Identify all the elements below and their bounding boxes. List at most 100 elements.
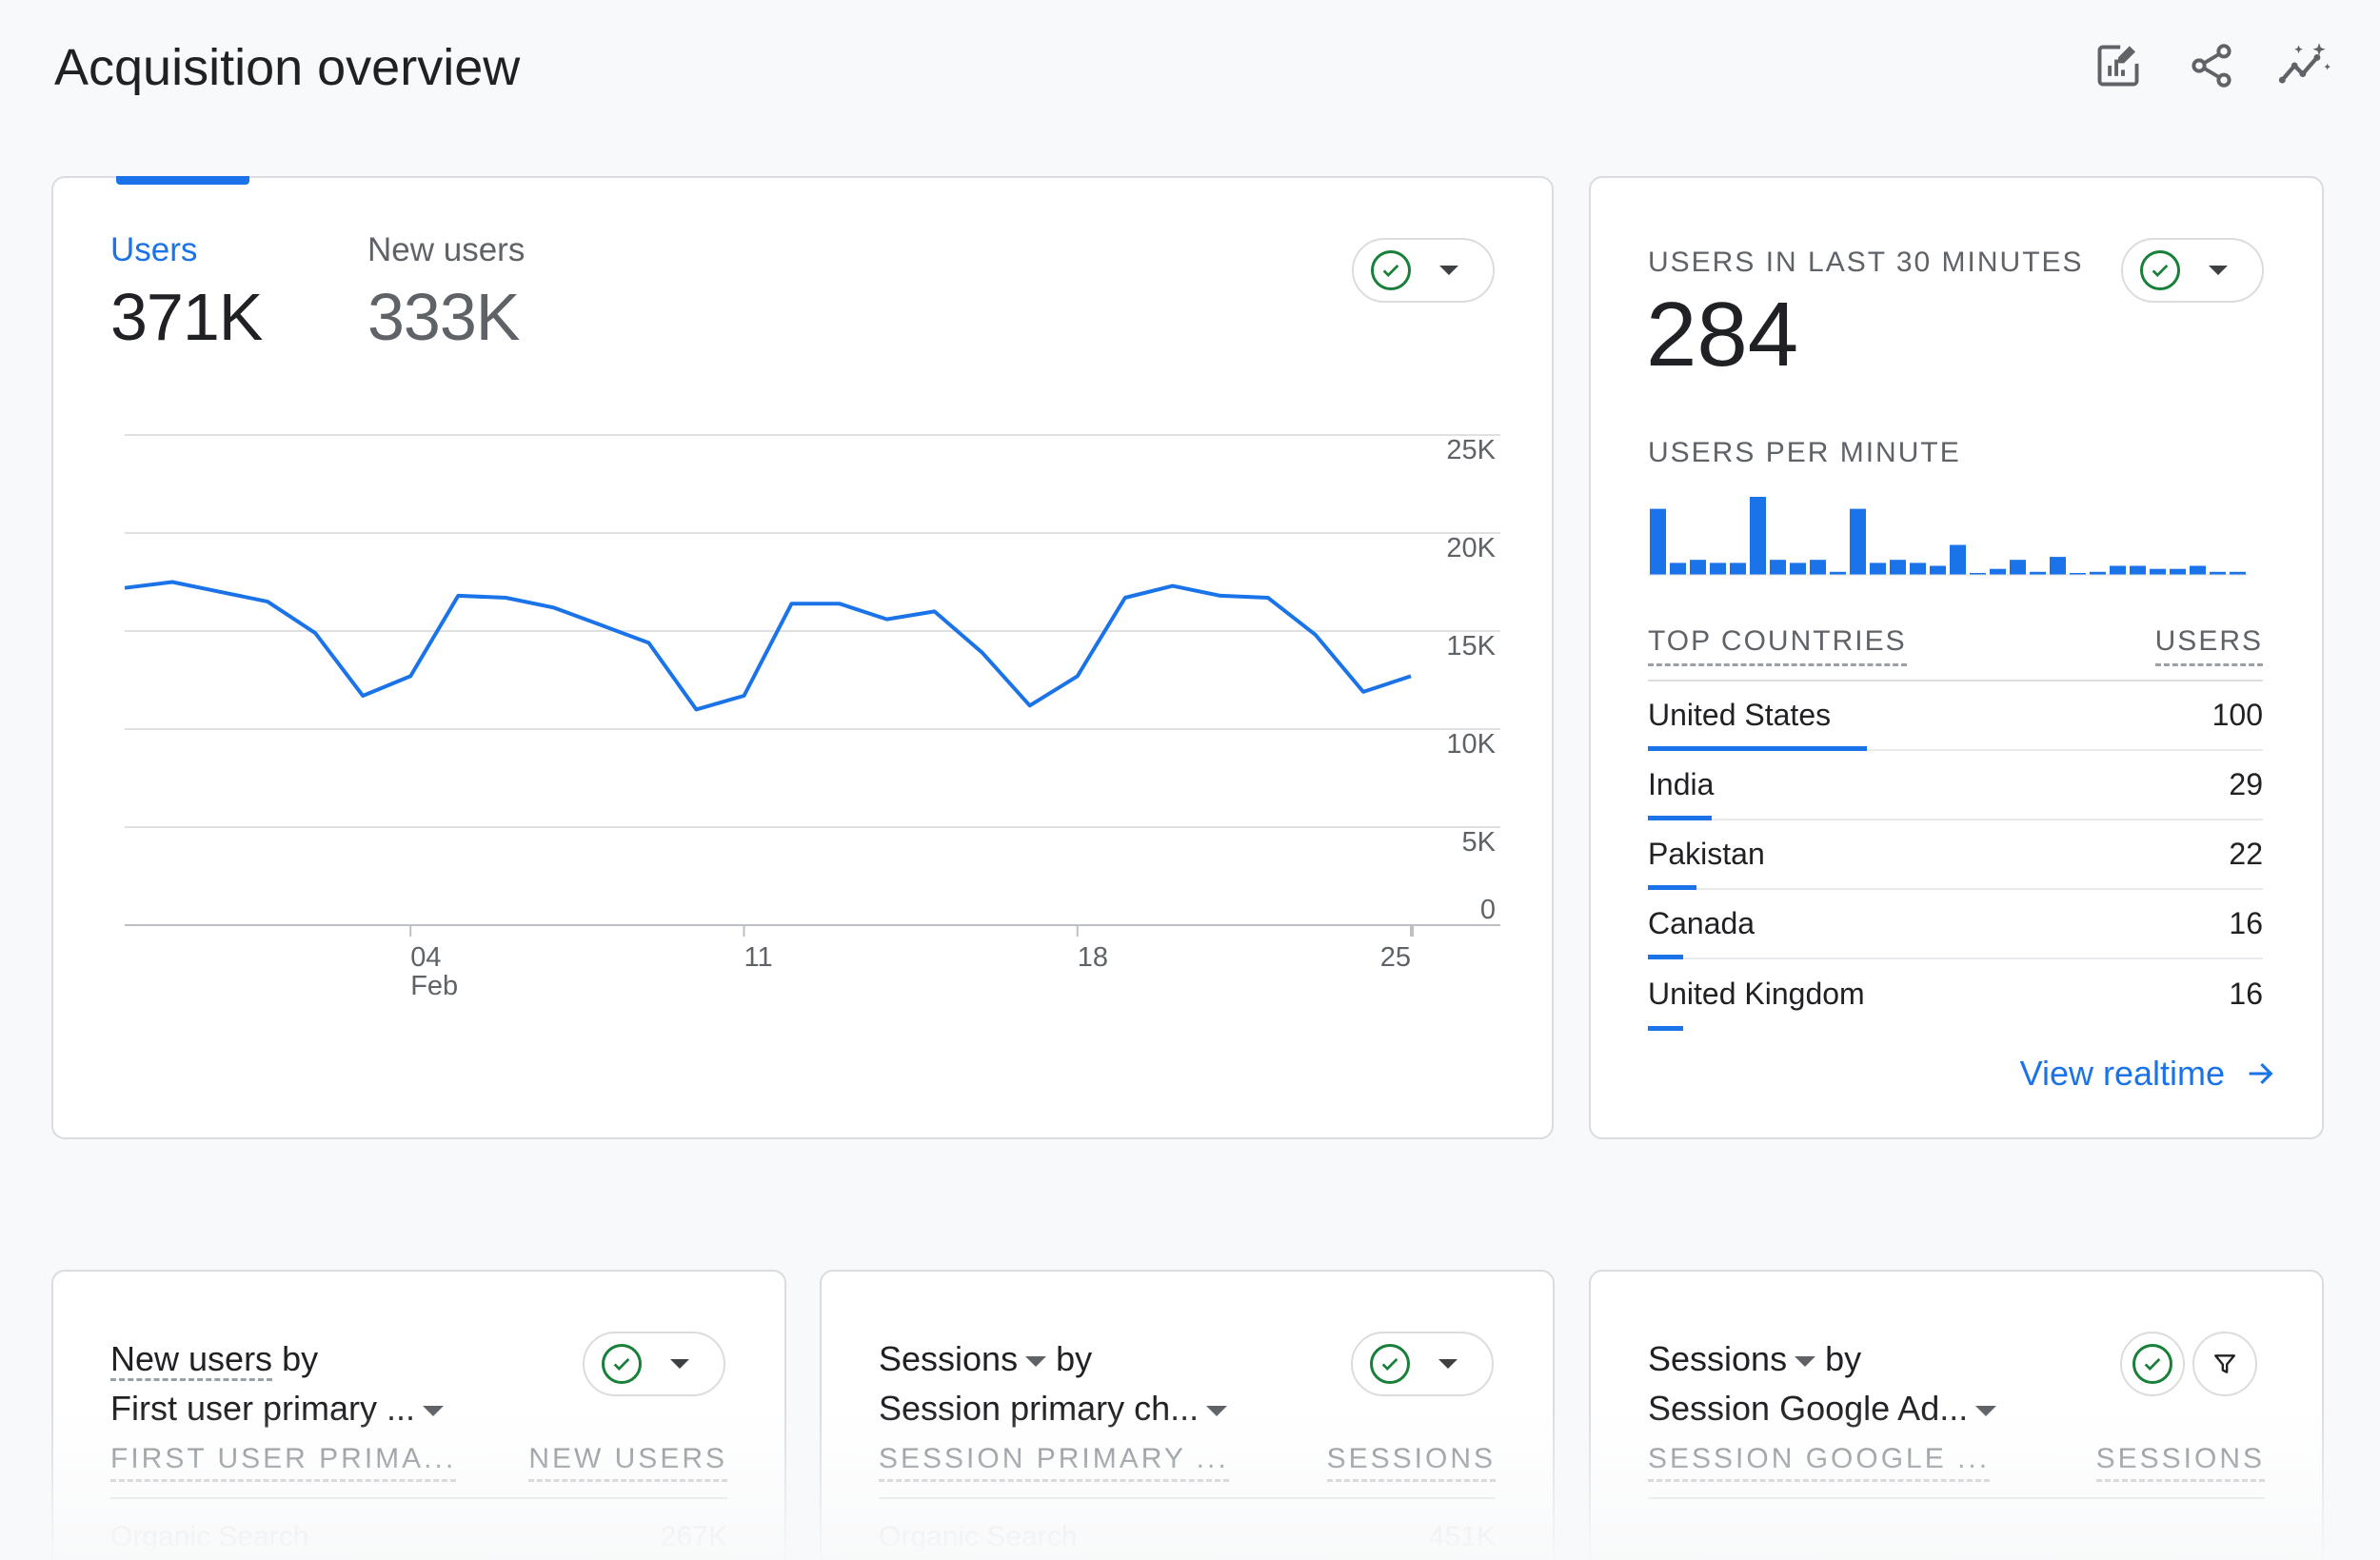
country-row[interactable]: Canada 16 — [1648, 890, 2263, 959]
row-value: 267K — [660, 1521, 727, 1552]
per-minute-heading: USERS PER MINUTE — [1648, 437, 1961, 468]
tab-new-users[interactable]: New users 333K — [367, 231, 525, 355]
column-header-country[interactable]: TOP COUNTRIES — [1648, 625, 1907, 666]
users-chart-card: Users 371K New users 333K 25K 20K 15K 10K 5K… — [51, 176, 1554, 1139]
table-header: SESSION GOOGLE ... SESSIONS — [1648, 1443, 2265, 1499]
country-name: Canada — [1648, 906, 1755, 940]
country-row[interactable]: Pakistan 22 — [1648, 820, 2263, 890]
card-options-menu[interactable] — [2121, 238, 2264, 303]
card-title: Sessions by Session Google Ad... — [1648, 1334, 1997, 1433]
metric-selector[interactable]: Sessions — [879, 1339, 1047, 1378]
minute-bar — [2050, 557, 2066, 575]
check-icon — [602, 1344, 642, 1384]
chevron-down-icon — [423, 1405, 445, 1416]
minute-bar — [2170, 568, 2186, 575]
row-value: 451K — [1428, 1521, 1496, 1552]
column-header-metric[interactable]: SESSIONS — [1326, 1443, 1496, 1482]
minute-bar — [2010, 560, 2026, 575]
customize-report-icon[interactable] — [2091, 38, 2146, 93]
check-button[interactable] — [2120, 1332, 2185, 1396]
tab-users[interactable]: Users 371K — [110, 231, 263, 355]
country-name: United Kingdom — [1648, 977, 1865, 1011]
minute-bar — [1770, 560, 1786, 575]
table-header: TOP COUNTRIES USERS — [1648, 625, 2263, 681]
minute-bar — [1830, 571, 1846, 575]
country-users: 22 — [2229, 837, 2263, 871]
top-countries-table: TOP COUNTRIES USERS United States 100 Indi… — [1648, 625, 2263, 1031]
metric-selector[interactable]: New users — [110, 1339, 273, 1381]
minute-bar — [2230, 571, 2246, 575]
minute-bar — [1970, 573, 1986, 575]
country-share-bar — [1648, 1026, 1683, 1031]
realtime-card: USERS IN LAST 30 MINUTES 284 USERS PER M… — [1589, 176, 2324, 1139]
minute-bar — [2130, 565, 2146, 575]
insights-icon[interactable] — [2277, 38, 2332, 93]
x-tick-label: 04 — [410, 942, 441, 973]
series-line-users — [124, 580, 1412, 712]
column-header-dimension[interactable]: SESSION GOOGLE ... — [1648, 1443, 1991, 1482]
page-title: Acquisition overview — [54, 39, 521, 96]
minute-bar — [1730, 563, 1746, 575]
table-row[interactable]: Organic Search 267K — [110, 1521, 727, 1553]
column-header-metric[interactable]: NEW USERS — [528, 1443, 727, 1482]
card-options-menu[interactable] — [1352, 238, 1495, 303]
metric-value: 333K — [367, 280, 520, 354]
view-realtime-link[interactable]: View realtime — [2020, 1054, 2276, 1094]
filter-button[interactable] — [2192, 1332, 2257, 1396]
minute-bar — [2090, 571, 2106, 575]
minute-bar — [1790, 563, 1806, 575]
minute-bar — [1810, 560, 1826, 575]
card-options-menu[interactable] — [1351, 1332, 1494, 1396]
check-icon — [2132, 1344, 2172, 1384]
country-users: 29 — [2229, 767, 2263, 801]
chevron-down-icon — [670, 1359, 689, 1369]
minute-bar — [1750, 497, 1766, 575]
table-header: SESSION PRIMARY ... SESSIONS — [879, 1443, 1496, 1499]
share-icon[interactable] — [2184, 38, 2239, 93]
country-row[interactable]: United Kingdom 16 — [1648, 959, 2263, 1031]
column-header-users[interactable]: USERS — [2154, 625, 2263, 666]
arrow-right-icon — [2249, 1062, 2273, 1085]
by-label: by — [282, 1339, 319, 1378]
sessions-by-channel-card: Sessions by Session primary ch... SESSIO… — [820, 1270, 1555, 1560]
table-row[interactable]: Organic Search 451K — [879, 1521, 1496, 1553]
minute-bar — [2150, 568, 2166, 575]
dimension-selector[interactable]: Session primary ch... — [879, 1389, 1228, 1428]
metric-selector[interactable]: Sessions — [1648, 1339, 1816, 1378]
minute-bar — [1990, 568, 2006, 575]
country-users: 100 — [2211, 698, 2263, 732]
realtime-heading: USERS IN LAST 30 MINUTES — [1648, 247, 2084, 278]
row-dimension: Organic Search — [879, 1521, 1078, 1552]
check-icon — [2140, 250, 2180, 290]
minute-bar — [1650, 508, 1666, 575]
dimension-selector[interactable]: First user primary ... — [110, 1389, 445, 1428]
minute-bar — [2210, 571, 2226, 575]
minute-bar — [2190, 565, 2206, 575]
top-actions — [2091, 38, 2332, 93]
users-per-minute-chart — [1648, 497, 2248, 576]
y-tick-label: 15K — [1446, 631, 1496, 662]
metric-label: Sessions — [1648, 1339, 1788, 1378]
country-name: United States — [1648, 698, 1832, 732]
column-header-metric[interactable]: SESSIONS — [2095, 1443, 2265, 1482]
dimension-selector[interactable]: Session Google Ad... — [1648, 1389, 1997, 1428]
metric-label: Sessions — [879, 1339, 1019, 1378]
view-realtime-label: View realtime — [2019, 1054, 2225, 1093]
column-header-dimension[interactable]: SESSION PRIMARY ... — [879, 1443, 1229, 1482]
chevron-down-icon — [1975, 1405, 1997, 1416]
minute-bar — [1710, 563, 1726, 575]
chevron-down-icon — [1438, 1359, 1458, 1369]
card-title: New users by First user primary ... — [110, 1334, 445, 1433]
country-row[interactable]: India 29 — [1648, 751, 2263, 820]
card-options-menu[interactable] — [583, 1332, 725, 1396]
country-row[interactable]: United States 100 — [1648, 681, 2263, 751]
y-tick-label: 20K — [1446, 533, 1496, 563]
y-tick-label: 10K — [1446, 729, 1496, 760]
new-users-by-channel-card: New users by First user primary ... FIRS… — [51, 1270, 786, 1560]
y-tick-label: 25K — [1446, 435, 1496, 465]
minute-bar — [2110, 565, 2126, 575]
by-label: by — [1056, 1339, 1093, 1378]
column-header-dimension[interactable]: FIRST USER PRIMA... — [110, 1443, 457, 1482]
minute-bar — [1890, 560, 1906, 575]
minute-bar — [1950, 544, 1966, 575]
